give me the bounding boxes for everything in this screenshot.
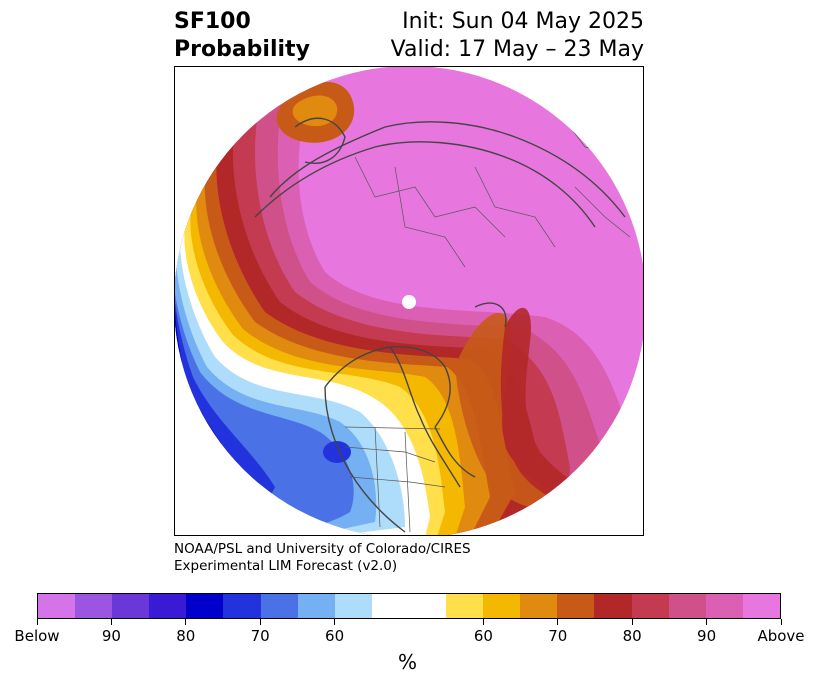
title-variable: SF100	[174, 9, 251, 34]
map-title: SF100 Probability	[174, 8, 310, 64]
colorbar-segment	[483, 594, 521, 618]
init-date: Init: Sun 04 May 2025	[402, 9, 644, 34]
colorbar-tick	[185, 619, 187, 625]
colorbar-tick-label: Above	[757, 627, 805, 645]
colorbar-segment	[334, 594, 372, 618]
colorbar-tick-label: 70	[250, 627, 270, 645]
colorbar-tick	[631, 619, 633, 625]
colorbar-segment	[408, 594, 447, 618]
colorbar-segment	[520, 594, 558, 618]
valid-period: Valid: 17 May – 23 May	[390, 37, 644, 62]
colorbar-segment	[705, 594, 743, 618]
colorbar-tick-label: 90	[697, 627, 717, 645]
colorbar-tick	[482, 619, 484, 625]
colorbar-tick-label: 60	[473, 627, 493, 645]
probability-map	[175, 67, 643, 535]
political-borders	[344, 106, 631, 533]
colorbar	[37, 593, 781, 619]
colorbar-segment	[557, 594, 595, 618]
credit-line-1: NOAA/PSL and University of Colorado/CIRE…	[174, 541, 471, 557]
colorbar-tick-label: Below	[14, 627, 60, 645]
colorbar-unit: %	[398, 650, 418, 674]
colorbar-tick-label: 70	[548, 627, 568, 645]
map-panel	[174, 66, 644, 536]
coastlines	[254, 117, 626, 533]
colorbar-segment	[149, 594, 187, 618]
colorbar-tick	[706, 619, 708, 625]
credit-text: NOAA/PSL and University of Colorado/CIRE…	[174, 541, 471, 575]
colorbar-tick	[780, 619, 782, 625]
colorbar-tick	[259, 619, 261, 625]
below-core	[323, 441, 351, 463]
colorbar-segment	[112, 594, 150, 618]
colorbar-segment	[371, 594, 409, 618]
colorbar-segment	[38, 594, 76, 618]
title-product: Probability	[174, 37, 310, 62]
colorbar-segment	[668, 594, 706, 618]
forecast-dates: Init: Sun 04 May 2025 Valid: 17 May – 23…	[391, 8, 644, 64]
scandinavia-core	[292, 95, 338, 127]
atlantic-above-75	[500, 307, 595, 503]
colorbar-segment	[297, 594, 335, 618]
colorbar-tick	[334, 619, 336, 625]
colorbar-tick	[110, 619, 112, 625]
colorbar-tick	[36, 619, 38, 625]
colorbar-tick	[557, 619, 559, 625]
credit-line-2: Experimental LIM Forecast (v2.0)	[174, 558, 398, 574]
colorbar-segment	[594, 594, 632, 618]
colorbar-tick-label: 60	[325, 627, 345, 645]
colorbar-segment	[446, 594, 484, 618]
colorbar-segment	[631, 594, 669, 618]
colorbar-segment	[75, 594, 113, 618]
colorbar-segment	[223, 594, 261, 618]
colorbar-segment	[260, 594, 298, 618]
colorbar-tick-label: 80	[176, 627, 196, 645]
colorbar-tick-label: 90	[101, 627, 121, 645]
colorbar-tick-label: 80	[622, 627, 642, 645]
colorbar-segment	[186, 594, 224, 618]
atlantic-above-70	[455, 312, 565, 508]
north-pole-marker	[402, 295, 416, 309]
colorbar-segment	[742, 594, 780, 618]
